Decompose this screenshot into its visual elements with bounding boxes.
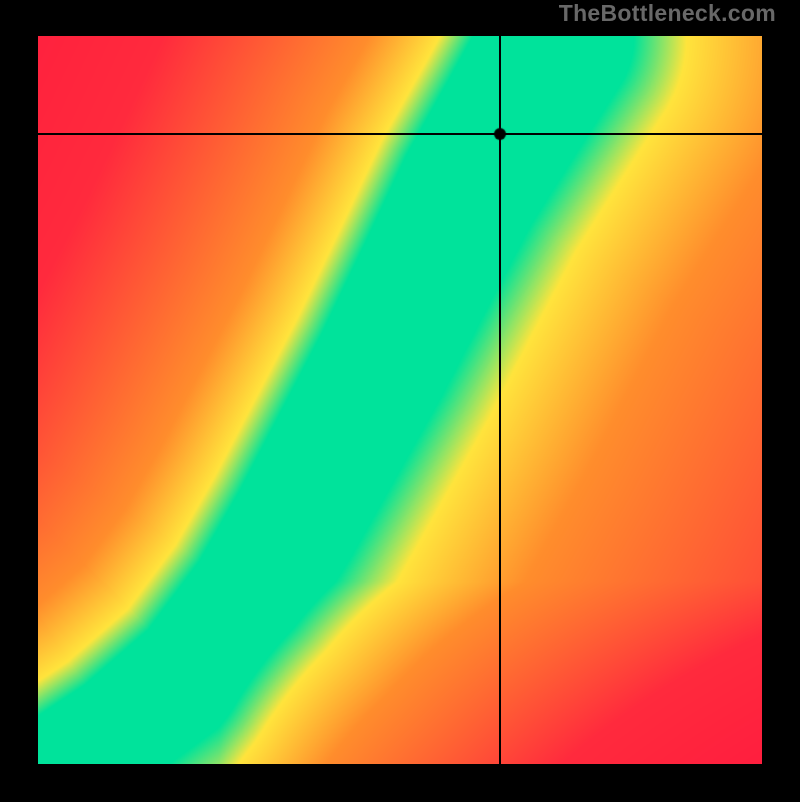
plot-frame-left <box>0 0 38 802</box>
crosshair-dot <box>493 127 507 141</box>
plot-frame-right <box>762 0 800 802</box>
crosshair-vertical <box>499 36 501 764</box>
bottleneck-heatmap <box>38 36 762 764</box>
plot-frame-bottom <box>0 764 800 802</box>
attribution-text: TheBottleneck.com <box>0 0 776 27</box>
crosshair-horizontal <box>38 133 762 135</box>
